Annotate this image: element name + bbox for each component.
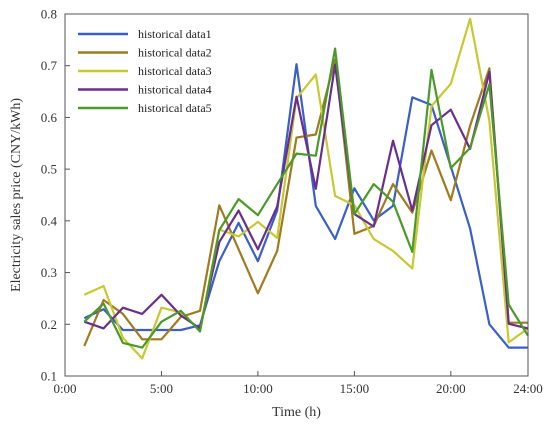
y-tick-label: 0.4 [41,213,58,228]
y-tick-label: 0.8 [41,7,57,22]
series-layer [83,17,529,360]
x-tick-label: 20:00 [436,381,466,396]
legend-label-1: historical data1 [138,27,212,41]
y-tick-label: 0.7 [41,58,58,73]
y-tick-label: 0.5 [41,162,57,177]
legend-label-2: historical data2 [138,46,212,60]
x-tick-label: 24:00 [513,381,543,396]
y-tick-label: 0.6 [41,110,58,125]
x-tick-label: 15:00 [340,381,370,396]
x-tick-label: 5:00 [150,381,173,396]
x-axis-title: Time (h) [272,405,321,420]
legend-label-4: historical data4 [138,83,212,97]
y-tick-label: 0.2 [41,317,57,332]
plot-frame [64,13,529,377]
y-axis-title: Electricity sales price (CNY/kWh) [9,98,24,292]
legend: historical data1 historical data2 historic… [78,27,212,115]
series-line-5 [83,47,529,349]
x-tick-label: 0:00 [53,381,76,396]
series-line-4 [83,63,529,330]
y-tick-label: 0.3 [41,265,57,280]
legend-label-5: historical data5 [138,101,212,115]
series-line-3 [83,17,529,360]
legend-label-3: historical data3 [138,64,212,78]
y-axis-ticks: 0.1 0.2 0.3 0.4 0.5 0.6 0.7 0.8 [41,7,70,384]
series-line-2 [83,58,528,347]
x-axis-ticks: 0:00 5:00 10:00 15:00 20:00 24:00 [53,371,543,396]
y-tick-label: 0.1 [41,369,57,384]
x-tick-label: 10:00 [243,381,273,396]
